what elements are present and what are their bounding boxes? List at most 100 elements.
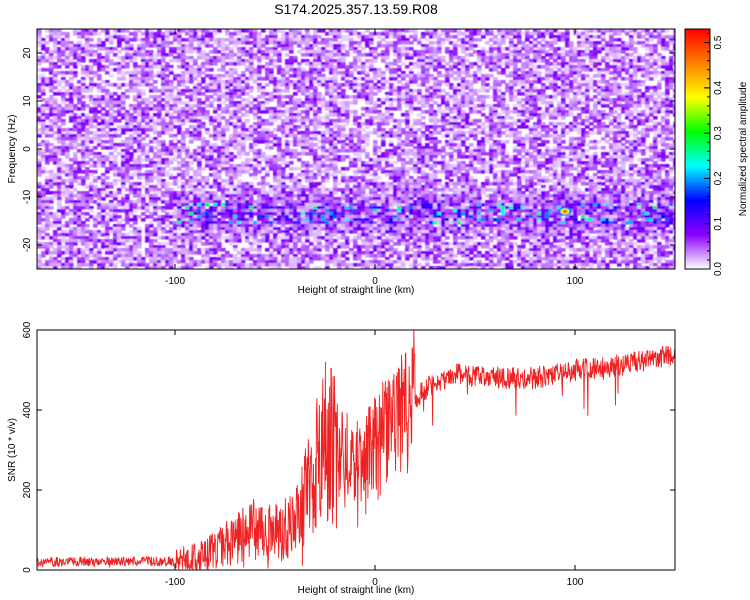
heatmap-cell: [97, 155, 102, 159]
heatmap-cell: [129, 32, 134, 36]
heatmap-cell: [213, 32, 218, 36]
heatmap-cell: [49, 221, 54, 225]
heatmap-cell: [109, 143, 114, 147]
heatmap-cell: [193, 176, 198, 180]
heatmap-cell: [173, 50, 178, 54]
heatmap-cell: [97, 215, 102, 219]
heatmap-cell: [65, 104, 70, 108]
heatmap-cell: [313, 80, 318, 84]
heatmap-cell: [181, 161, 186, 165]
heatmap-cell: [177, 110, 182, 114]
heatmap-cell: [185, 113, 190, 117]
heatmap-cell: [49, 32, 54, 36]
heatmap-cell: [201, 92, 206, 96]
heatmap-cell: [185, 110, 190, 114]
heatmap-cell: [305, 80, 310, 84]
heatmap-cell: [125, 116, 130, 120]
heatmap-cell: [93, 194, 98, 198]
heatmap-cell: [121, 104, 126, 108]
heatmap-cell: [129, 56, 134, 60]
heatmap-cell: [129, 86, 134, 90]
heatmap-cell: [61, 32, 66, 36]
heatmap-cell: [189, 35, 194, 39]
heatmap-cell: [85, 224, 90, 228]
heatmap-cell: [145, 38, 150, 42]
heatmap-cell: [45, 176, 50, 180]
heatmap-cell: [245, 137, 250, 141]
heatmap-cell: [169, 107, 174, 111]
heatmap-cell: [113, 47, 118, 51]
heatmap-cell: [37, 104, 42, 108]
heatmap-cell: [157, 134, 162, 138]
heatmap-cell: [105, 131, 110, 135]
heatmap-cell: [345, 122, 350, 126]
heatmap-cell: [73, 233, 78, 237]
heatmap-cell: [149, 125, 154, 129]
heatmap-cell: [173, 116, 178, 120]
heatmap-cell: [257, 155, 262, 159]
heatmap-cell: [57, 209, 62, 213]
heatmap-cell: [189, 65, 194, 69]
heatmap-cell: [77, 137, 82, 141]
heatmap-cell: [297, 131, 302, 135]
heatmap-cell: [145, 236, 150, 240]
heatmap-cell: [77, 113, 82, 117]
heatmap-cell: [193, 236, 198, 240]
heatmap-cell: [125, 110, 130, 114]
heatmap-cell: [137, 227, 142, 231]
heatmap-cell: [193, 218, 198, 222]
heatmap-cell: [221, 167, 226, 171]
heatmap-cell: [165, 164, 170, 168]
heatmap-cell: [201, 227, 206, 231]
heatmap-cell: [73, 71, 78, 75]
heatmap-cell: [337, 95, 342, 99]
heatmap-cell: [169, 113, 174, 117]
heatmap-cell: [173, 35, 178, 39]
heatmap-cell: [49, 179, 54, 183]
heatmap-cell: [41, 158, 46, 162]
heatmap-cell: [121, 185, 126, 189]
heatmap-cell: [153, 89, 158, 93]
heatmap-cell: [125, 125, 130, 129]
heatmap-cell: [109, 152, 114, 156]
heatmap-cell: [185, 68, 190, 72]
heatmap-cell: [129, 206, 134, 210]
heatmap-cell: [133, 80, 138, 84]
heatmap-cell: [61, 107, 66, 111]
heatmap-cell: [117, 203, 122, 207]
heatmap-cell: [369, 101, 374, 105]
heatmap-cell: [197, 89, 202, 93]
heatmap-cell: [197, 215, 202, 219]
heatmap-cell: [197, 41, 202, 45]
heatmap-cell: [181, 122, 186, 126]
heatmap-cell: [93, 62, 98, 66]
heatmap-cell: [41, 125, 46, 129]
heatmap-cell: [189, 47, 194, 51]
heatmap-cell: [173, 230, 178, 234]
heatmap-cell: [117, 38, 122, 42]
heatmap-cell: [349, 101, 354, 105]
heatmap-cell: [69, 167, 74, 171]
heatmap-cell: [193, 119, 198, 123]
heatmap-cell: [101, 44, 106, 48]
heatmap-cell: [181, 188, 186, 192]
heatmap-cell: [73, 44, 78, 48]
heatmap-cell: [269, 122, 274, 126]
heatmap-cell: [77, 62, 82, 66]
heatmap-cell: [157, 251, 162, 255]
heatmap-cell: [165, 257, 170, 261]
heatmap-cell: [353, 152, 358, 156]
heatmap-cell: [193, 86, 198, 90]
heatmap-cell: [65, 224, 70, 228]
heatmap-cell: [193, 113, 198, 117]
heatmap-cell: [201, 179, 206, 183]
heatmap-cell: [221, 248, 226, 252]
heatmap-cell: [209, 68, 214, 72]
heatmap-cell: [193, 242, 198, 246]
heatmap-cell: [53, 38, 58, 42]
heatmap-cell: [193, 74, 198, 78]
heatmap-cell: [73, 248, 78, 252]
heatmap-cell: [149, 149, 154, 153]
heatmap-cell: [109, 260, 114, 264]
heatmap-cell: [145, 80, 150, 84]
